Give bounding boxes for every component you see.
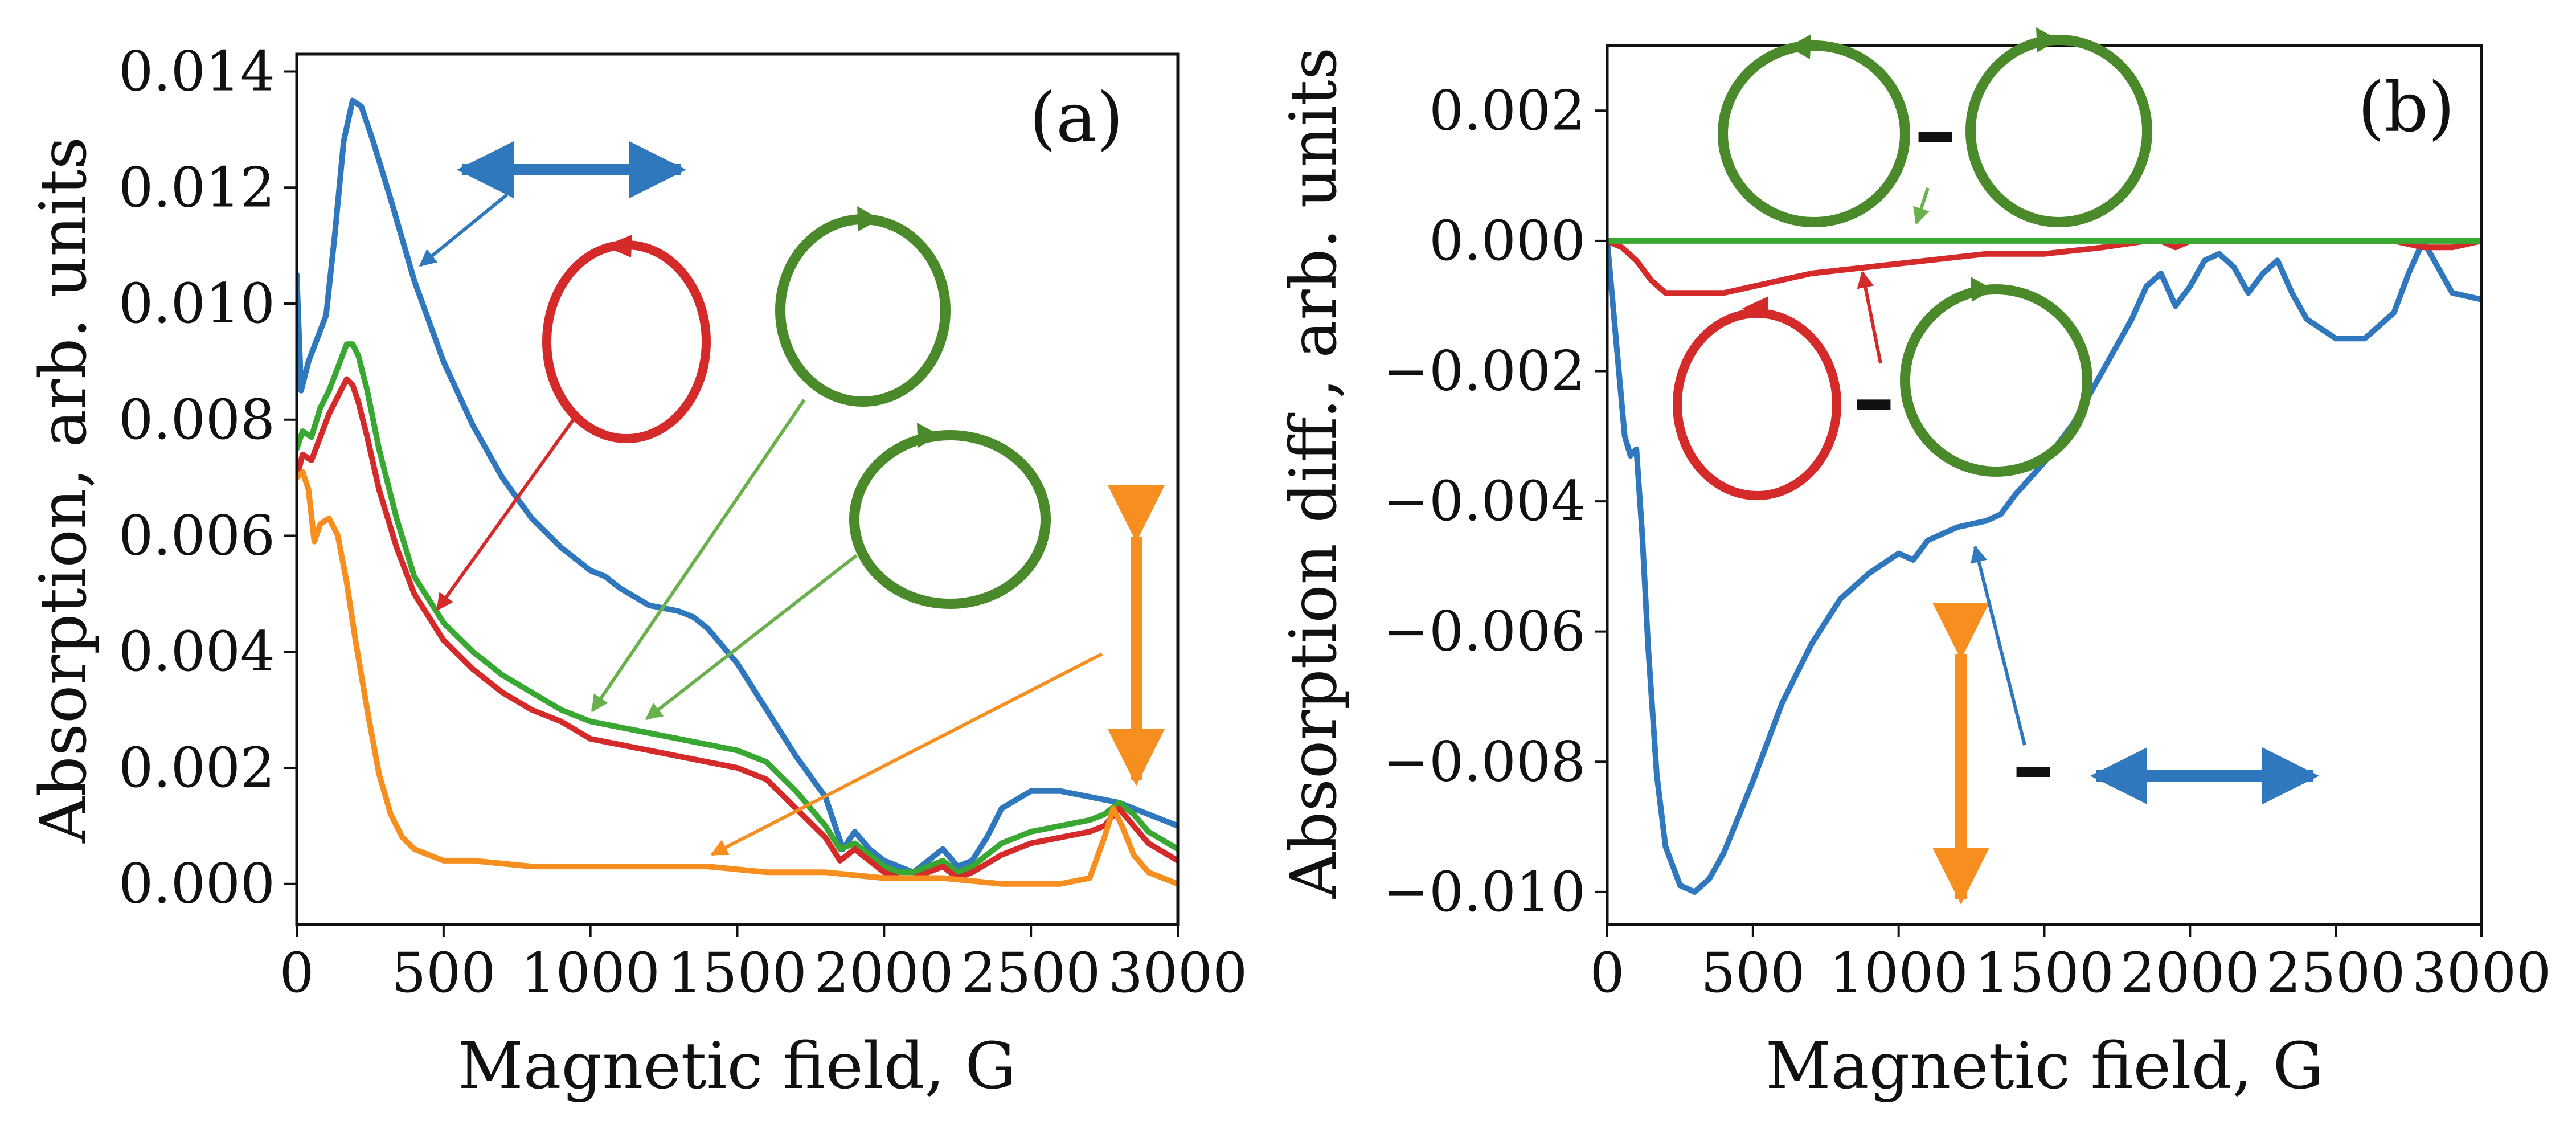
series-line-d42a2a xyxy=(1607,238,2481,296)
panel-b-ylabel: Absorption diff., arb. units xyxy=(1277,47,1351,899)
panel-b-xtick-label: 500 xyxy=(1701,941,1805,1005)
circular-polarization-green-icon-3 xyxy=(1718,40,1910,227)
panel-a-ytick-label: 0.006 xyxy=(118,504,275,567)
panel-b-xtick-label: 1500 xyxy=(1975,941,2114,1005)
pointer-arrow-orange xyxy=(710,652,1103,856)
series-line-f78e20 xyxy=(297,469,1178,887)
panel-b-ticks: 0 500 1000 1500 2000 2500 3000 0.002 0.000 −0.002… xyxy=(1383,79,2551,1005)
panel-a-ytick-label: 0.004 xyxy=(118,620,275,684)
panel-a-xtick-label: 500 xyxy=(391,941,495,1005)
circular-polarization-green-icon-1 xyxy=(775,214,951,407)
panel-a-ytick-label: 0.012 xyxy=(118,156,275,219)
panel-a-frame xyxy=(295,52,1180,926)
minus-sign-bottom: – xyxy=(2012,715,2055,815)
panel-b-xtick-label: 2000 xyxy=(2120,941,2259,1005)
panel-b-series xyxy=(1607,238,2481,895)
circular-polarization-red-icon-2 xyxy=(1673,309,1841,500)
panel-b-label: (b) xyxy=(2358,68,2455,148)
panel-b-ytick-label: −0.002 xyxy=(1383,339,1586,403)
panel-b-ytick-label: −0.006 xyxy=(1383,600,1586,664)
minus-sign-middle: – xyxy=(1853,347,1895,448)
panel-a-ytick-label: 0.008 xyxy=(118,388,275,452)
panel-a-series xyxy=(297,97,1178,887)
series-line-d42a2a xyxy=(297,376,1178,881)
panel-b-ytick-label: −0.010 xyxy=(1383,860,1586,924)
panel-a-ytick-label: 0.014 xyxy=(118,40,275,104)
series-line-2f78bd xyxy=(1607,238,2481,895)
pointer-arrow-red-2 xyxy=(1857,271,1882,364)
panel-b-xtick-label: 0 xyxy=(1590,941,1624,1005)
series-line-2f78bd xyxy=(297,97,1178,876)
panel-b-ytick-label: −0.004 xyxy=(1383,469,1586,533)
panel-a-ytick-label: 0.010 xyxy=(118,272,275,336)
circular-arrowhead-green-icon-1 xyxy=(857,206,880,231)
pointer-arrow-green-1 xyxy=(591,399,806,713)
panel-a-xtick-label: 2000 xyxy=(814,941,953,1005)
circular-polarization-green-icon-5 xyxy=(1900,284,2092,477)
pointer-arrow-green-3 xyxy=(1913,187,1930,225)
panel-b-xtick-label: 1000 xyxy=(1829,941,1968,1005)
series-line-38a832 xyxy=(297,341,1178,876)
panel-a-xtick-label: 0 xyxy=(279,941,314,1005)
panel-a-xtick-label: 1500 xyxy=(667,941,806,1005)
circular-arrowhead-green-icon-4 xyxy=(2036,27,2059,52)
circular-arrowhead-red-icon xyxy=(604,235,632,257)
panel-a-xtick-label: 1000 xyxy=(521,941,660,1005)
panel-b-ytick-label: −0.008 xyxy=(1383,730,1586,793)
panel-a-xtick-label: 2500 xyxy=(961,941,1100,1005)
panel-a-ylabel: Absorption, arb. units xyxy=(27,137,101,844)
pointer-arrow-green-2 xyxy=(645,554,858,721)
circular-arrowhead-green-icon-5 xyxy=(1971,277,1993,302)
panel-a-ticks: 0 500 1000 1500 2000 2500 3000 0.000 0.002 0.004 0… xyxy=(118,40,1247,1005)
pointer-arrow-blue xyxy=(419,193,508,267)
panel-a-xlabel: Magnetic field, G xyxy=(458,1029,1016,1103)
circular-polarization-green-icon-2 xyxy=(849,430,1051,609)
circular-arrowhead-red-icon-2 xyxy=(1742,296,1768,319)
panel-a-ytick-label: 0.002 xyxy=(118,736,275,800)
panel-b-xlabel: Magnetic field, G xyxy=(1766,1029,2324,1103)
panel-b-xtick-label: 3000 xyxy=(2412,941,2551,1005)
circular-polarization-red-icon xyxy=(542,240,711,443)
panel-b-ytick-label: 0.000 xyxy=(1429,209,1586,273)
panel-a-label: (a) xyxy=(1029,79,1123,158)
panel-b: 0 500 1000 1500 2000 2500 3000 0.002 0.000 −0.002… xyxy=(1277,27,2551,1103)
panel-a: 0 500 1000 1500 2000 2500 3000 0.000 0.002 0.004 0… xyxy=(27,40,1247,1103)
minus-sign-top: – xyxy=(1914,80,1957,180)
pointer-arrow-blue-2 xyxy=(1970,545,2026,746)
panel-a-ytick-label: 0.000 xyxy=(118,852,275,916)
panel-b-ytick-label: 0.002 xyxy=(1429,79,1586,142)
circular-arrowhead-green-icon-2 xyxy=(917,423,940,448)
circular-polarization-green-icon-4 xyxy=(1965,35,2152,227)
panel-b-xtick-label: 2500 xyxy=(2266,941,2405,1005)
circular-arrowhead-green-icon-3 xyxy=(1788,34,1811,59)
panel-a-xtick-label: 3000 xyxy=(1108,941,1247,1005)
pointer-arrow-red xyxy=(436,416,577,611)
